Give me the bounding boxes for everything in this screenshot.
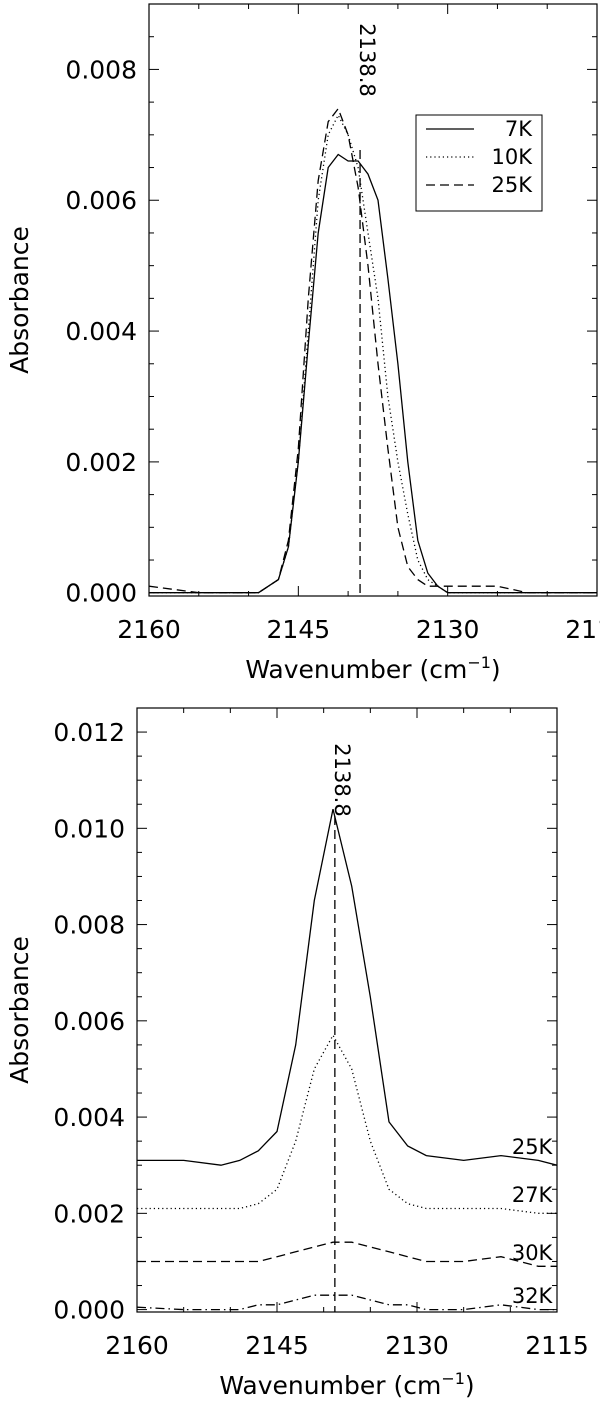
y-axis-label: Absorbance — [5, 936, 34, 1084]
y-tick-label: 0.004 — [65, 317, 137, 346]
y-tick-label: 0.008 — [53, 911, 125, 940]
y-tick-label: 0.008 — [65, 55, 137, 84]
y-tick-label: 0.004 — [53, 1103, 125, 1132]
series-label-27K: 27K — [512, 1183, 554, 1207]
legend-label-7K: 7K — [505, 117, 533, 141]
y-tick-label: 0.006 — [53, 1007, 125, 1036]
series-line-32K — [137, 1294, 557, 1311]
y-axis-label: Absorbance — [5, 226, 34, 374]
series-line-25K — [137, 808, 557, 1166]
absorbance-chart-top: 2160 2145 2130 2115 0.000 0.002 0.004 0.006 0.00… — [0, 0, 600, 700]
series-label-25K: 25K — [512, 1135, 554, 1159]
plot-frame — [148, 3, 598, 597]
y-tick-label: 0.002 — [65, 448, 137, 477]
series-line-25K — [149, 107, 597, 594]
x-tick-label: 2160 — [105, 1331, 169, 1360]
y-tick-label: 0.002 — [53, 1199, 125, 1228]
legend-box — [415, 114, 543, 212]
y-tick-label: 0.012 — [53, 718, 125, 747]
series-line-27K — [137, 1033, 557, 1214]
legend-label-25K: 25K — [492, 173, 534, 197]
y-tick-label: 0.000 — [65, 579, 137, 608]
absorbance-chart-bottom: 2160 2145 2130 2115 0.000 0.002 0.004 0.006 0.00… — [0, 700, 600, 1406]
x-tick-label: 2130 — [385, 1331, 449, 1360]
legend-label-10K: 10K — [492, 145, 534, 169]
chart-bottom-svg: 2160 2145 2130 2115 0.000 0.002 0.004 0.006 0.00… — [5, 707, 589, 1400]
peak-annotation: 2138.8 — [355, 23, 379, 96]
series-line-7K — [149, 153, 597, 594]
x-axis-label: Wavenumber (cm−1) — [245, 653, 500, 684]
x-tick-label: 2160 — [117, 615, 181, 644]
series-label-30K: 30K — [512, 1241, 554, 1265]
x-tick-label: 2130 — [416, 615, 480, 644]
y-tick-label: 0.006 — [65, 186, 137, 215]
peak-annotation: 2138.8 — [330, 743, 354, 816]
x-tick-label: 2145 — [245, 1331, 309, 1360]
series-label-32K: 32K — [512, 1284, 554, 1308]
x-tick-label: 2115 — [525, 1331, 589, 1360]
x-tick-label: 2115 — [565, 615, 600, 644]
plot-frame — [136, 707, 558, 1313]
series-line-30K — [137, 1241, 557, 1267]
y-tick-label: 0.000 — [53, 1296, 125, 1325]
chart-top-svg: 2160 2145 2130 2115 0.000 0.002 0.004 0.006 0.00… — [5, 3, 600, 684]
y-tick-label: 0.010 — [53, 814, 125, 843]
x-tick-label: 2145 — [267, 615, 331, 644]
x-axis-label: Wavenumber (cm−1) — [219, 1369, 474, 1400]
